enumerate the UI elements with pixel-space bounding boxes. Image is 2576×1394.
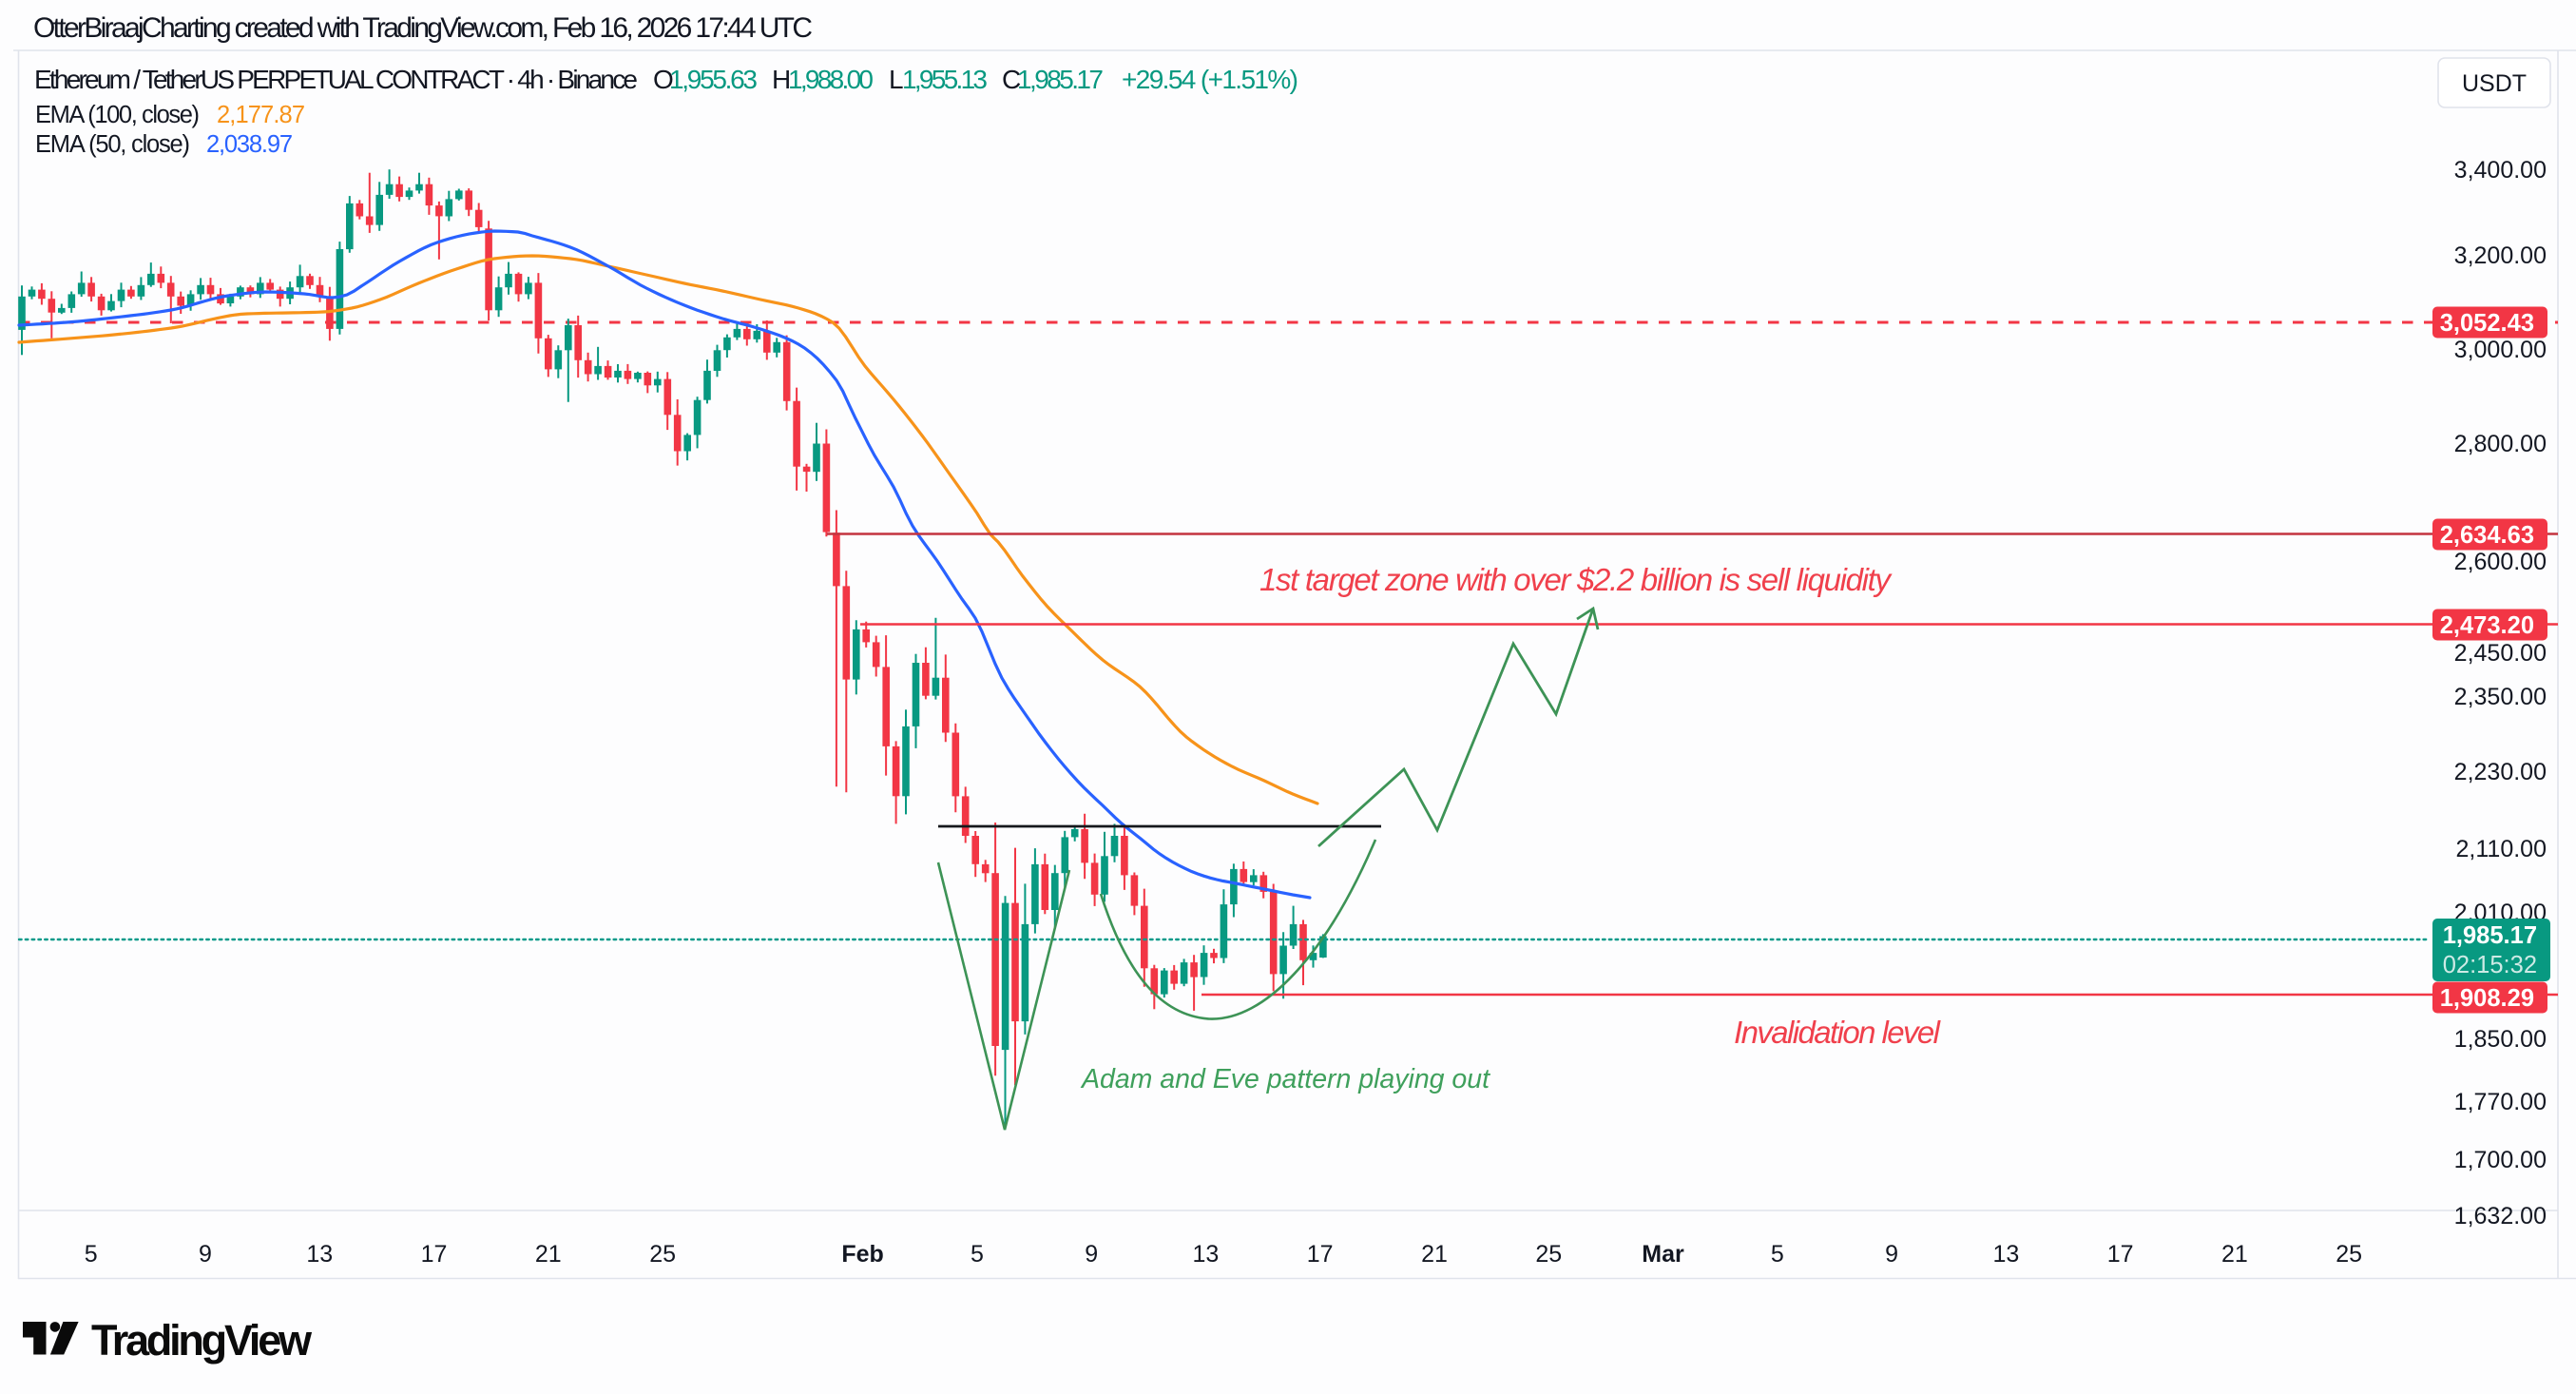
svg-text:25: 25 bbox=[1535, 1241, 1562, 1268]
svg-text:L: L bbox=[889, 65, 904, 94]
svg-text:Adam and Eve pattern playing o: Adam and Eve pattern playing out bbox=[1080, 1064, 1490, 1094]
svg-text:2,110.00: 2,110.00 bbox=[2456, 836, 2547, 862]
svg-text:2,230.00: 2,230.00 bbox=[2454, 759, 2547, 785]
svg-text:Feb: Feb bbox=[841, 1241, 883, 1268]
svg-text:13: 13 bbox=[306, 1241, 333, 1268]
svg-text:02:15:32: 02:15:32 bbox=[2443, 952, 2537, 978]
svg-text:2,800.00: 2,800.00 bbox=[2454, 431, 2547, 457]
svg-text:5: 5 bbox=[1771, 1241, 1784, 1268]
svg-text:2,600.00: 2,600.00 bbox=[2454, 549, 2547, 575]
svg-text:1,955.13: 1,955.13 bbox=[902, 65, 988, 94]
svg-text:2,038.97: 2,038.97 bbox=[206, 131, 293, 158]
svg-text:1,988.00: 1,988.00 bbox=[788, 65, 874, 94]
svg-text:13: 13 bbox=[1192, 1241, 1219, 1268]
svg-text:1,955.63: 1,955.63 bbox=[669, 65, 758, 94]
svg-text:2,177.87: 2,177.87 bbox=[217, 102, 305, 128]
svg-text:3,052.43: 3,052.43 bbox=[2440, 310, 2534, 337]
svg-text:TradingView: TradingView bbox=[91, 1316, 313, 1365]
svg-text:USDT: USDT bbox=[2462, 70, 2527, 97]
svg-text:3,200.00: 3,200.00 bbox=[2454, 242, 2547, 269]
svg-text:17: 17 bbox=[2107, 1241, 2134, 1268]
svg-text:Mar: Mar bbox=[1642, 1241, 1684, 1268]
svg-text:25: 25 bbox=[649, 1241, 676, 1268]
svg-text:+29.54 (+1.51%): +29.54 (+1.51%) bbox=[1122, 65, 1298, 94]
svg-text:1,700.00: 1,700.00 bbox=[2454, 1147, 2547, 1173]
svg-text:1,770.00: 1,770.00 bbox=[2454, 1089, 2547, 1115]
svg-text:Ethereum / TetherUS PERPETUAL: Ethereum / TetherUS PERPETUAL CONTRACT ·… bbox=[34, 65, 638, 94]
svg-text:21: 21 bbox=[2221, 1241, 2248, 1268]
svg-text:9: 9 bbox=[199, 1241, 212, 1268]
svg-text:3,400.00: 3,400.00 bbox=[2454, 157, 2547, 184]
svg-text:C: C bbox=[1002, 65, 1021, 94]
svg-text:1,985.17: 1,985.17 bbox=[2443, 922, 2537, 949]
svg-text:OtterBiraajCharting created wi: OtterBiraajCharting created with Trading… bbox=[33, 12, 813, 44]
svg-text:3,000.00: 3,000.00 bbox=[2454, 337, 2547, 363]
svg-text:9: 9 bbox=[1085, 1241, 1098, 1268]
svg-text:2,473.20: 2,473.20 bbox=[2440, 612, 2534, 639]
svg-text:1,908.29: 1,908.29 bbox=[2440, 985, 2534, 1012]
svg-text:2,450.00: 2,450.00 bbox=[2454, 640, 2547, 667]
svg-text:O: O bbox=[653, 65, 674, 94]
svg-text:Invalidation level: Invalidation level bbox=[1734, 1015, 1942, 1050]
svg-text:21: 21 bbox=[1421, 1241, 1448, 1268]
svg-text:9: 9 bbox=[1885, 1241, 1898, 1268]
svg-text:5: 5 bbox=[971, 1241, 984, 1268]
svg-text:1st target zone with over $2.2: 1st target zone with over $2.2 billion i… bbox=[1259, 562, 1894, 597]
svg-text:21: 21 bbox=[535, 1241, 562, 1268]
svg-text:13: 13 bbox=[1992, 1241, 2019, 1268]
svg-text:5: 5 bbox=[85, 1241, 98, 1268]
svg-text:1,985.17: 1,985.17 bbox=[1017, 65, 1104, 94]
svg-text:17: 17 bbox=[421, 1241, 448, 1268]
svg-text:2,634.63: 2,634.63 bbox=[2440, 522, 2534, 549]
svg-text:1,632.00: 1,632.00 bbox=[2454, 1203, 2547, 1229]
svg-text:2,350.00: 2,350.00 bbox=[2454, 684, 2547, 710]
svg-text:17: 17 bbox=[1307, 1241, 1334, 1268]
svg-text:H: H bbox=[772, 65, 791, 94]
svg-text:25: 25 bbox=[2336, 1241, 2362, 1268]
svg-text:EMA (50, close): EMA (50, close) bbox=[35, 131, 190, 158]
svg-text:EMA (100, close): EMA (100, close) bbox=[35, 102, 200, 128]
svg-text:1,850.00: 1,850.00 bbox=[2454, 1026, 2547, 1053]
